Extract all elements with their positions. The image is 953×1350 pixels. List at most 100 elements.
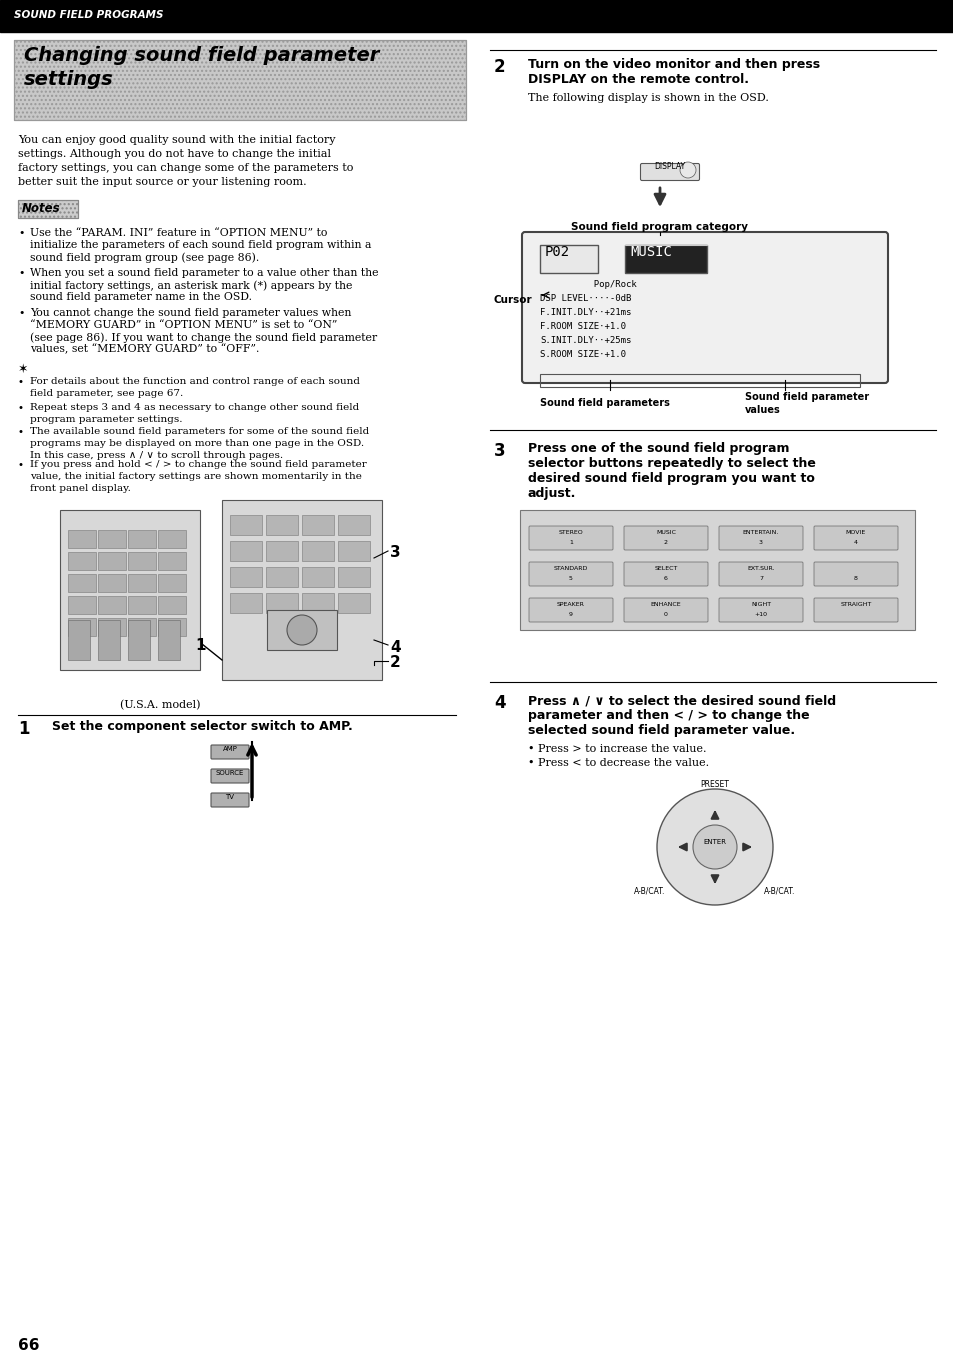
Text: (U.S.A. model): (U.S.A. model) [120, 701, 200, 710]
Text: STRAIGHT: STRAIGHT [840, 602, 871, 608]
Text: The following display is shown in the OSD.: The following display is shown in the OS… [527, 93, 768, 103]
Circle shape [692, 825, 737, 869]
Text: DISPLAY: DISPLAY [654, 162, 685, 171]
Text: If you press and hold < / > to change the sound field parameter: If you press and hold < / > to change th… [30, 460, 366, 468]
Text: A-B/CAT.: A-B/CAT. [763, 887, 795, 896]
Bar [98, 618, 126, 636]
Bar [158, 574, 186, 593]
Text: •: • [18, 308, 25, 319]
FancyBboxPatch shape [529, 562, 613, 586]
Text: 66: 66 [18, 1338, 39, 1350]
Bar [267, 610, 336, 649]
Text: initial factory settings, an asterisk mark (*) appears by the: initial factory settings, an asterisk ma… [30, 279, 352, 290]
FancyBboxPatch shape [211, 769, 249, 783]
Text: 4: 4 [853, 540, 857, 545]
Circle shape [657, 788, 772, 905]
Text: better suit the input source or your listening room.: better suit the input source or your lis… [18, 177, 306, 188]
Text: 2: 2 [494, 58, 505, 76]
Bar [158, 552, 186, 570]
Text: 7: 7 [759, 576, 762, 582]
Bar [14, 40, 465, 120]
Text: 2: 2 [663, 540, 667, 545]
Bar [18, 200, 78, 217]
Text: S.INIT.DLY··+25ms: S.INIT.DLY··+25ms [539, 336, 631, 346]
Text: desired sound field program you want to: desired sound field program you want to [527, 472, 814, 485]
FancyBboxPatch shape [813, 526, 897, 549]
Bar [266, 541, 297, 562]
Circle shape [679, 162, 696, 178]
Bar [68, 531, 96, 548]
FancyBboxPatch shape [719, 598, 802, 622]
FancyBboxPatch shape [529, 598, 613, 622]
Text: MUSIC: MUSIC [629, 244, 671, 259]
Text: Set the component selector switch to AMP.: Set the component selector switch to AMP… [52, 720, 353, 733]
Bar [128, 552, 156, 570]
Bar [337, 541, 370, 562]
Text: 0: 0 [663, 613, 667, 617]
Bar [519, 510, 914, 630]
Text: factory settings, you can change some of the parameters to: factory settings, you can change some of… [18, 163, 353, 173]
Text: SELECT: SELECT [654, 567, 677, 571]
Text: P02: P02 [544, 244, 570, 259]
FancyBboxPatch shape [623, 562, 707, 586]
Text: MUSIC: MUSIC [656, 531, 676, 536]
Text: sound field program group (see page 86).: sound field program group (see page 86). [30, 252, 259, 262]
Bar [539, 374, 859, 387]
Bar [337, 593, 370, 613]
Text: +10: +10 [754, 613, 767, 617]
Bar [158, 595, 186, 614]
Bar [68, 552, 96, 570]
Bar [60, 510, 200, 670]
Text: settings. Although you do not have to change the initial: settings. Although you do not have to ch… [18, 148, 331, 159]
Bar [0, 0, 953, 32]
Text: 4: 4 [390, 640, 400, 655]
Text: Press ∧ / ∨ to select the desired sound field: Press ∧ / ∨ to select the desired sound … [527, 694, 835, 707]
Bar [266, 593, 297, 613]
Text: 1: 1 [18, 720, 30, 738]
Text: ENHANCE: ENHANCE [650, 602, 680, 608]
Text: A-B/CAT.: A-B/CAT. [634, 887, 665, 896]
Text: settings: settings [24, 70, 113, 89]
Text: •: • [18, 228, 25, 238]
Text: TV: TV [225, 794, 234, 801]
FancyBboxPatch shape [813, 562, 897, 586]
FancyBboxPatch shape [639, 163, 699, 181]
Text: SOUND FIELD PROGRAMS: SOUND FIELD PROGRAMS [14, 9, 163, 20]
Bar [230, 541, 262, 562]
Text: 3: 3 [759, 540, 762, 545]
Text: •: • [18, 377, 24, 387]
Text: •: • [18, 427, 24, 437]
Bar [128, 620, 150, 660]
Bar [302, 593, 334, 613]
FancyBboxPatch shape [521, 232, 887, 383]
Bar [98, 595, 126, 614]
Text: PRESET: PRESET [700, 780, 729, 788]
Text: MOVIE: MOVIE [845, 531, 865, 536]
Text: EXT.SUR.: EXT.SUR. [746, 567, 774, 571]
Text: (see page 86). If you want to change the sound field parameter: (see page 86). If you want to change the… [30, 332, 376, 343]
Text: ENTER: ENTER [702, 838, 726, 845]
Bar [302, 514, 334, 535]
Bar [266, 567, 297, 587]
Bar [98, 574, 126, 593]
Text: Notes: Notes [22, 202, 61, 215]
Text: •: • [18, 269, 25, 278]
FancyBboxPatch shape [623, 598, 707, 622]
Text: Changing sound field parameter: Changing sound field parameter [24, 46, 379, 65]
Text: programs may be displayed on more than one page in the OSD.: programs may be displayed on more than o… [30, 439, 364, 448]
Text: field parameter, see page 67.: field parameter, see page 67. [30, 389, 183, 398]
FancyBboxPatch shape [211, 745, 249, 759]
Text: Turn on the video monitor and then press: Turn on the video monitor and then press [527, 58, 820, 72]
Text: value, the initial factory settings are shown momentarily in the: value, the initial factory settings are … [30, 472, 361, 481]
Bar [230, 514, 262, 535]
Bar [222, 500, 381, 680]
Text: The available sound field parameters for some of the sound field: The available sound field parameters for… [30, 427, 369, 436]
Text: ENTERTAIN.: ENTERTAIN. [742, 531, 779, 536]
Bar [230, 593, 262, 613]
Bar [158, 531, 186, 548]
Text: You can enjoy good quality sound with the initial factory: You can enjoy good quality sound with th… [18, 135, 335, 144]
Text: •: • [18, 404, 24, 413]
Text: values, set “MEMORY GUARD” to “OFF”.: values, set “MEMORY GUARD” to “OFF”. [30, 344, 259, 355]
Bar [98, 531, 126, 548]
Bar [302, 541, 334, 562]
